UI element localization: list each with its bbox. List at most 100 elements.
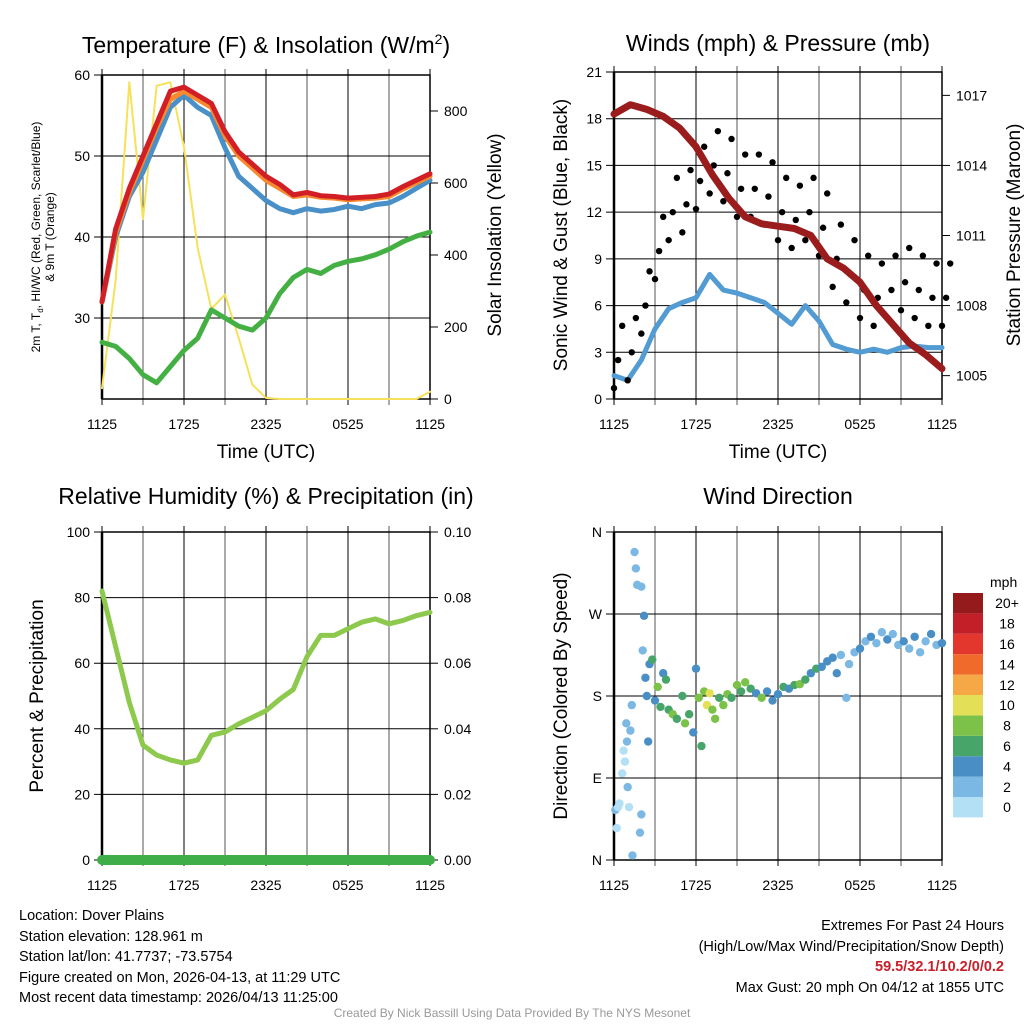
direction-point	[883, 635, 892, 644]
series-2m-td	[99, 229, 433, 386]
direction-point	[650, 696, 660, 705]
colorbar-label: 0	[1003, 799, 1011, 815]
direction-point	[727, 693, 736, 703]
colorbar-title: mph	[990, 574, 1017, 590]
direction-point	[921, 637, 930, 646]
humidity-y-tick-label: 0	[82, 852, 90, 868]
winds-x-tick-label: 0525	[844, 416, 875, 432]
humidity-left-axis-label: Percent & Precipitation	[27, 599, 48, 792]
gust-point	[632, 314, 640, 322]
gust-point	[774, 236, 782, 244]
gust-point	[856, 314, 864, 322]
direction-point	[705, 689, 714, 698]
direction-point	[872, 638, 881, 648]
winds-y-tick-label: 15	[586, 157, 602, 173]
direction-point	[694, 693, 703, 703]
gust-point	[769, 159, 776, 166]
extremes-title: Extremes For Past 24 Hours	[821, 918, 1004, 934]
direction-y-tick-label: W	[589, 606, 603, 622]
gust-point	[714, 127, 722, 135]
direction-point	[639, 611, 649, 621]
temperature-left-axis-label: 2m T, Td, HI/WC (Red, Green, Scarlet/Blu…	[29, 122, 45, 353]
humidity-panel: 0 20 40 60 80 100 0.00 0.02 0.04 0.06 0.08 0.10 1125…	[67, 524, 472, 893]
direction-point	[741, 678, 750, 687]
colorbar-swatch	[953, 695, 983, 716]
series-rh	[99, 588, 433, 766]
gust-point	[788, 244, 795, 252]
direction-panel-title: Wind Direction	[703, 483, 853, 509]
gust-point	[619, 322, 626, 330]
colorbar-swatch	[953, 715, 983, 736]
speed-colorbar: 0 2 4 6 8 10 12 14 16 18 20+	[953, 593, 1019, 818]
solar-right-axis-label: Solar Insolation (Yellow)	[485, 133, 506, 336]
direction-point	[619, 746, 628, 755]
direction-point	[678, 691, 687, 701]
direction-point	[817, 662, 826, 672]
direction-y-tick-label: S	[593, 688, 602, 704]
elevation-text: Station elevation: 128.961 m	[19, 928, 203, 945]
direction-x-tick-label: 1125	[599, 877, 629, 893]
gust-point	[906, 244, 913, 252]
gust-point	[660, 213, 667, 221]
winds-left-axis-label: Sonic Wind & Gust (Blue, Black)	[551, 99, 572, 371]
temperature-x-tick-label: 2325	[250, 416, 281, 432]
direction-point	[643, 737, 653, 746]
direction-point	[689, 728, 698, 737]
colorbar-label: 18	[999, 616, 1015, 632]
gust-point	[706, 190, 713, 197]
direction-point	[926, 629, 936, 639]
latlon-text: Station lat/lon: 41.7737; -73.5754	[19, 949, 233, 966]
direction-point	[659, 669, 668, 678]
colorbar-label: 2	[1003, 779, 1011, 795]
colorbar-label: 16	[999, 636, 1015, 652]
direction-point	[624, 802, 634, 812]
colorbar-label: 6	[1003, 738, 1011, 754]
gust-point	[696, 177, 704, 185]
winds-y-tick-label: 18	[586, 111, 602, 127]
direction-point	[642, 691, 651, 701]
humidity-y-tick-label: 80	[74, 590, 90, 606]
colorbar-swatch	[953, 613, 983, 634]
gust-point	[870, 322, 877, 330]
direction-left-axis-label: Direction (Colored By Speed)	[551, 572, 572, 819]
humidity-x-tick-label: 1725	[168, 877, 199, 893]
direction-point	[844, 659, 854, 669]
direction-point	[937, 638, 947, 648]
direction-point	[631, 564, 641, 573]
direction-point	[623, 782, 632, 792]
direction-point	[836, 650, 846, 660]
direction-panel: N E S W N 1125 1725 2325 0525 1125	[589, 524, 957, 893]
temperature-y-tick-label: 50	[74, 148, 90, 164]
direction-point	[648, 655, 657, 664]
extremes-values: 59.5/32.1/10.2/0/0.2	[875, 959, 1004, 976]
temperature-y-tick-label: 60	[74, 67, 90, 83]
winds-y2-tick-label: 1008	[956, 298, 987, 314]
humidity-y-tick-label: 60	[74, 655, 90, 671]
extremes-info: Extremes For Past 24 Hours (High/Low/Max…	[699, 916, 1004, 998]
gust-point	[742, 151, 749, 158]
series-station-pressure	[610, 101, 946, 373]
winds-x-tick-label: 1725	[680, 416, 711, 432]
gust-point	[878, 260, 886, 267]
credit-text: Created By Nick Bassill Using Data Provi…	[333, 1006, 691, 1020]
station-info: Location: Dover Plains Station elevation…	[19, 906, 340, 1009]
direction-point	[684, 710, 694, 719]
gust-point	[810, 174, 817, 182]
gust-point	[628, 349, 635, 356]
pressure-right-axis-label: Station Pressure (Maroon)	[1004, 124, 1024, 347]
direction-point	[915, 648, 925, 657]
gust-point	[792, 216, 799, 224]
direction-point	[635, 828, 645, 837]
humidity-y-tick-label: 40	[74, 721, 90, 737]
gust-point	[755, 151, 763, 158]
colorbar-swatch	[953, 674, 983, 695]
gust-point	[673, 174, 681, 182]
gust-point	[737, 185, 745, 192]
direction-point	[620, 757, 630, 766]
direction-y-tick-label: E	[593, 770, 602, 786]
direction-point	[697, 741, 706, 751]
direction-point	[622, 719, 631, 728]
gust-point	[651, 275, 659, 283]
